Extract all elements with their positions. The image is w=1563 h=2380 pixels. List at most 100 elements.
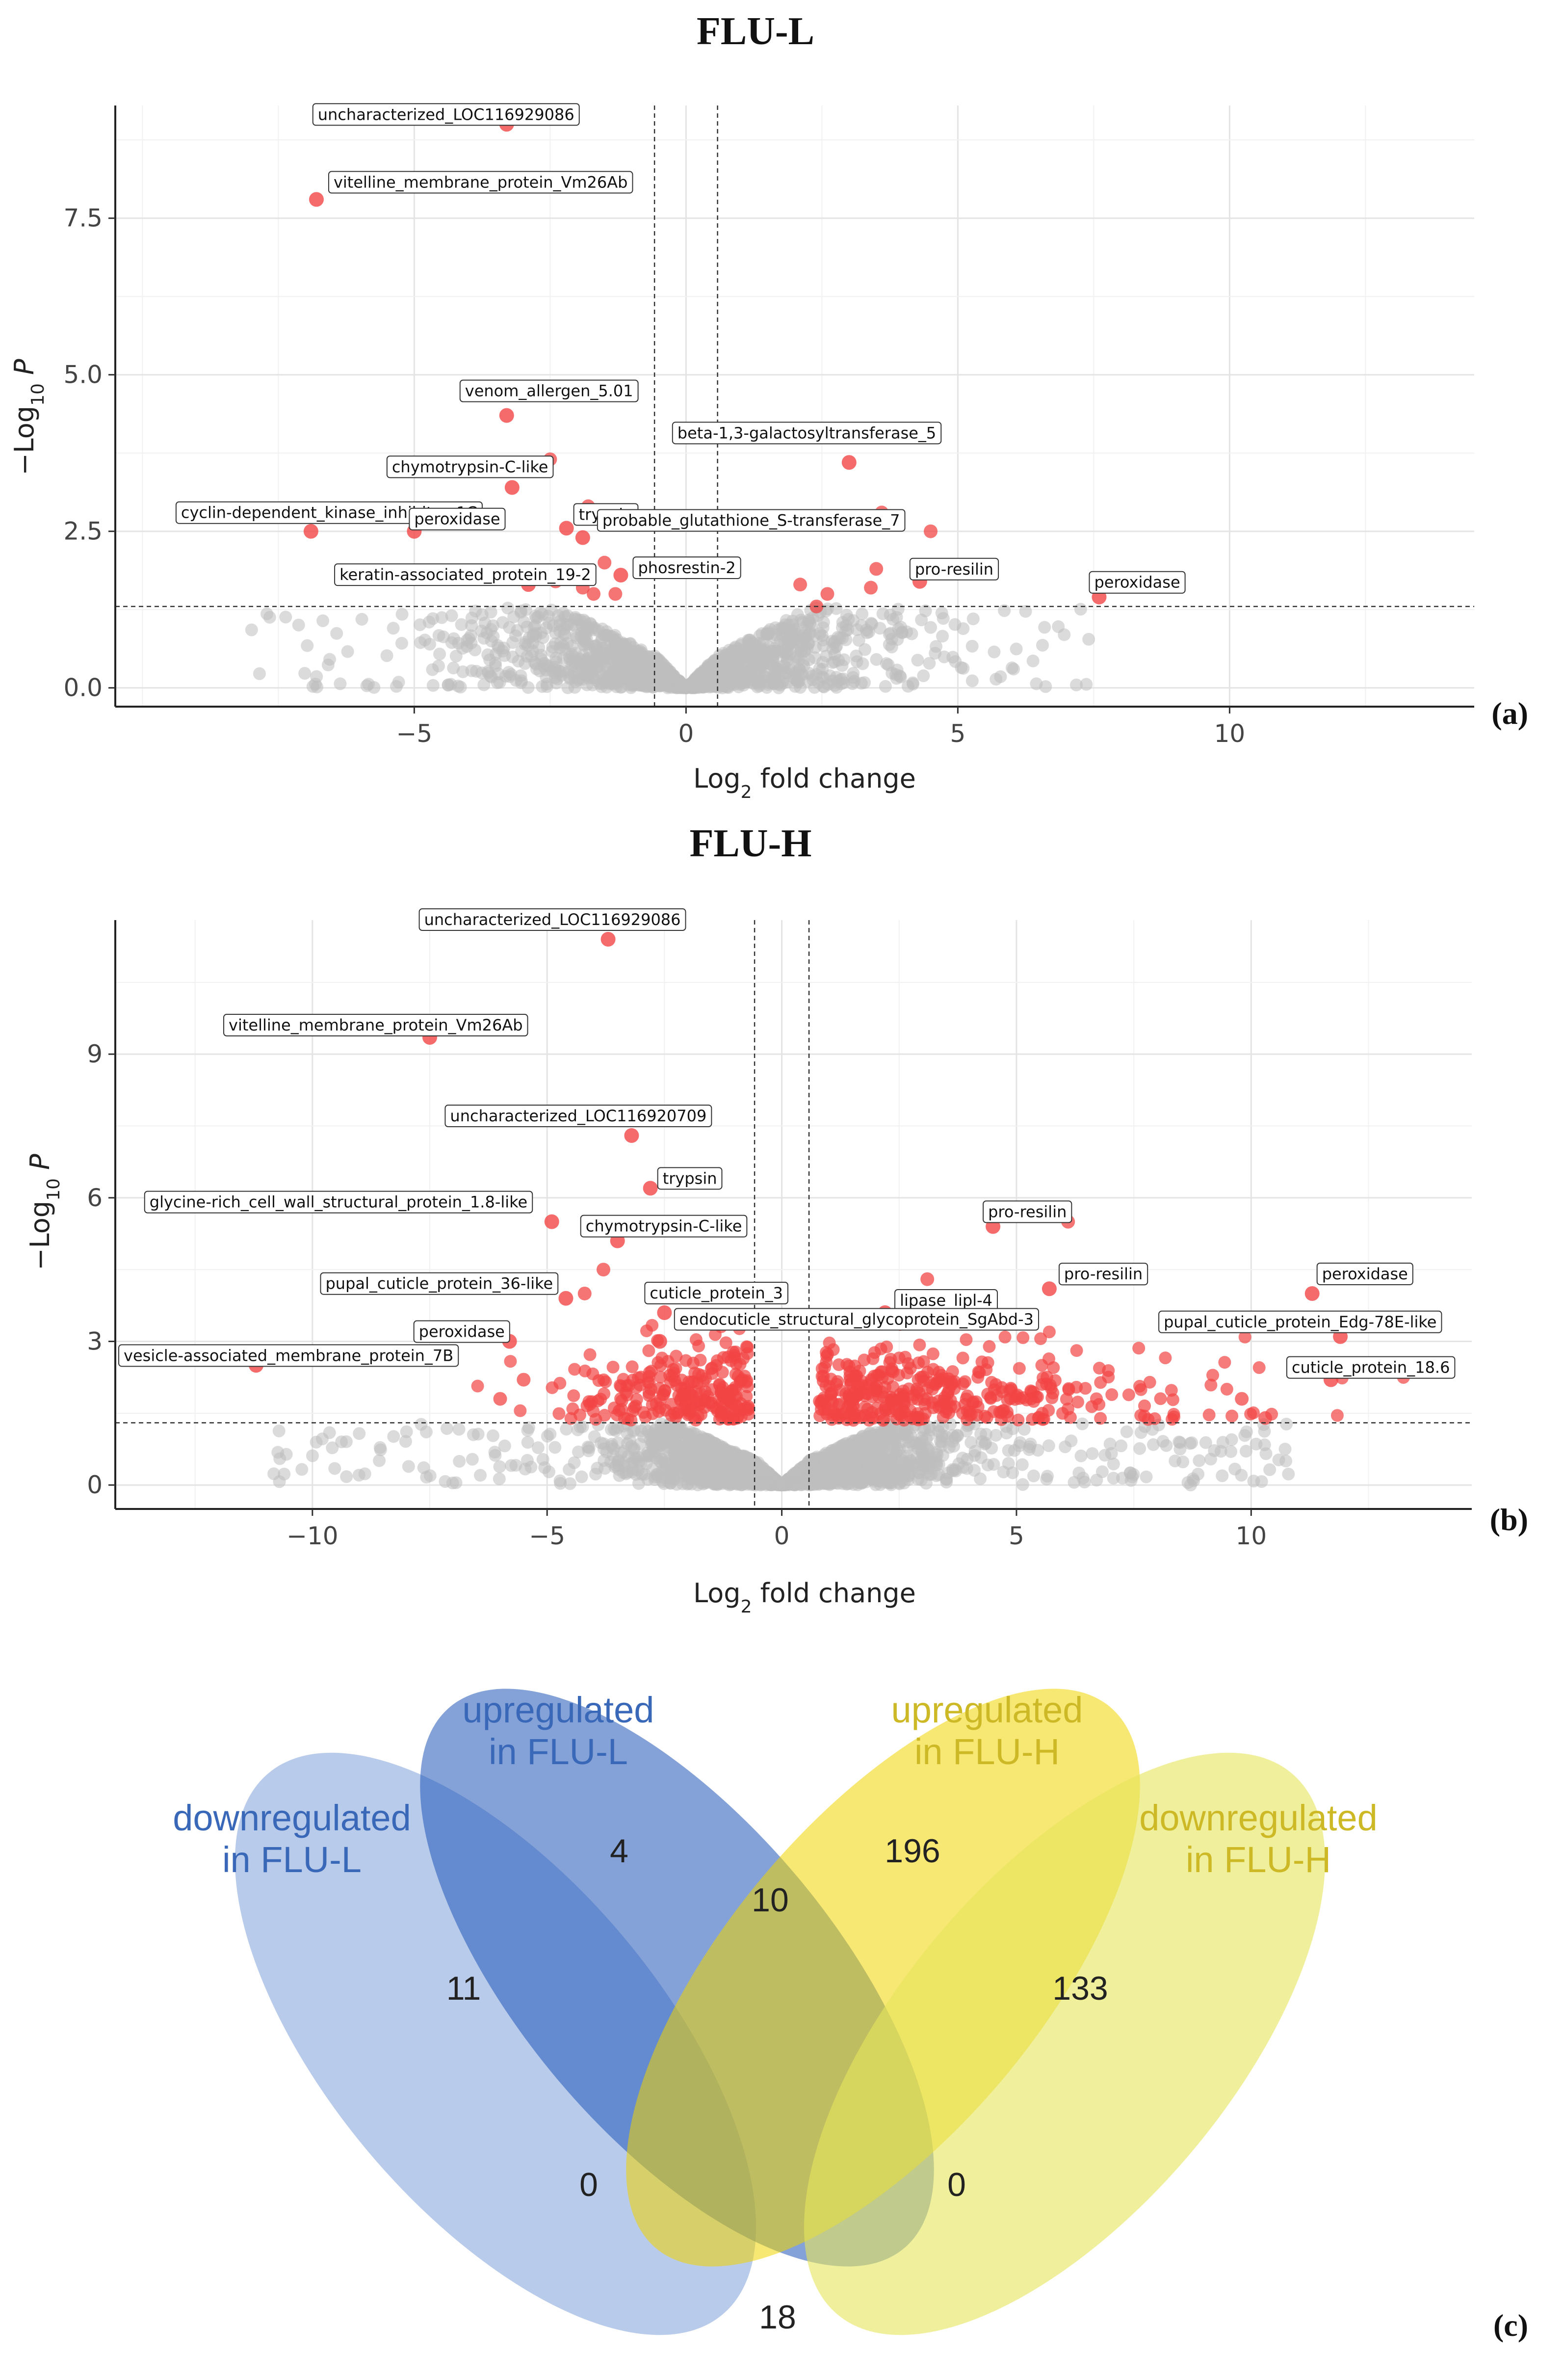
significant-point bbox=[1025, 1385, 1038, 1399]
nonsignificant-point bbox=[586, 678, 599, 691]
point-label: keratin-associated_protein_19-2 bbox=[334, 563, 597, 586]
point-label: trypsin bbox=[657, 1167, 723, 1190]
nonsignificant-point bbox=[725, 668, 738, 682]
nonsignificant-point bbox=[323, 653, 337, 666]
point-label-text: glycine-rich_cell_wall_structural_protei… bbox=[150, 1193, 527, 1212]
nonsignificant-point bbox=[862, 1467, 875, 1481]
nonsignificant-point bbox=[843, 1472, 857, 1485]
labelled-point bbox=[559, 521, 574, 536]
point-label-text: peroxidase bbox=[1094, 573, 1180, 592]
significant-point bbox=[1134, 1409, 1147, 1422]
x-tick-label: −5 bbox=[529, 1522, 565, 1550]
point-label-text: chymotrypsin-C-like bbox=[392, 457, 548, 476]
nonsignificant-point bbox=[1140, 1470, 1153, 1483]
significant-point bbox=[910, 1385, 923, 1398]
point-label-text: peroxidase bbox=[414, 510, 500, 529]
significant-point bbox=[1045, 1391, 1059, 1404]
nonsignificant-point bbox=[1026, 654, 1040, 667]
labelled-point bbox=[544, 1214, 559, 1229]
nonsignificant-point bbox=[675, 681, 688, 694]
nonsignificant-point bbox=[961, 1453, 974, 1466]
nonsignificant-point bbox=[1103, 1437, 1117, 1451]
nonsignificant-point bbox=[876, 1442, 889, 1455]
significant-point bbox=[552, 1407, 566, 1420]
venn-count-down-l-only: 11 bbox=[446, 1970, 481, 2007]
nonsignificant-point bbox=[858, 1438, 871, 1451]
venn-count-up-h-only: 196 bbox=[885, 1832, 940, 1870]
venn-count-down-l-down-h: 18 bbox=[759, 2299, 796, 2336]
point-label: pro-resilin bbox=[983, 1200, 1072, 1223]
nonsignificant-point bbox=[806, 1458, 819, 1472]
labelled-point bbox=[652, 1334, 667, 1349]
significant-point bbox=[872, 1390, 886, 1403]
nonsignificant-point bbox=[1090, 1474, 1103, 1487]
x-tick-label: 0 bbox=[678, 719, 694, 748]
labelled-point bbox=[613, 568, 628, 583]
nonsignificant-point bbox=[964, 1436, 978, 1449]
nonsignificant-point bbox=[1065, 1434, 1078, 1448]
nonsignificant-point bbox=[1216, 1436, 1229, 1449]
nonsignificant-point bbox=[645, 650, 658, 663]
significant-point bbox=[606, 1360, 620, 1374]
significant-point bbox=[920, 1272, 935, 1286]
nonsignificant-point bbox=[1010, 642, 1023, 656]
nonsignificant-point bbox=[776, 1479, 789, 1492]
nonsignificant-point bbox=[362, 678, 375, 691]
point-label: vitelline_membrane_protein_Vm26Ab bbox=[328, 171, 633, 194]
nonsignificant-point bbox=[931, 1448, 944, 1461]
significant-point bbox=[869, 562, 884, 576]
significant-point bbox=[912, 1356, 925, 1370]
point-label: beta-1,3-galactosyltransferase_5 bbox=[672, 422, 942, 445]
significant-point bbox=[816, 1375, 830, 1388]
nonsignificant-point bbox=[870, 653, 883, 666]
nonsignificant-point bbox=[816, 621, 830, 635]
significant-point bbox=[699, 1372, 712, 1385]
nonsignificant-point bbox=[946, 651, 960, 664]
nonsignificant-point bbox=[924, 621, 938, 634]
significant-point bbox=[597, 1263, 611, 1277]
nonsignificant-point bbox=[532, 641, 546, 654]
x-tick-label: −10 bbox=[287, 1522, 339, 1550]
nonsignificant-point bbox=[731, 1452, 745, 1465]
y-axis-title-b: −Log10 P bbox=[25, 1154, 64, 1270]
significant-point bbox=[1016, 1331, 1030, 1344]
nonsignificant-point bbox=[657, 1477, 671, 1490]
volcano-plot-flu-h: FLU-H uncharacterized_LOC116929086vitell… bbox=[25, 822, 1528, 1617]
nonsignificant-point bbox=[752, 678, 765, 691]
significant-point bbox=[599, 1375, 612, 1388]
significant-point bbox=[642, 1344, 655, 1357]
nonsignificant-point bbox=[913, 1458, 927, 1471]
nonsignificant-point bbox=[548, 1441, 562, 1454]
significant-point bbox=[1218, 1356, 1231, 1369]
point-label: cuticle_protein_18.6 bbox=[1286, 1356, 1456, 1379]
point-label-text: vesicle-associated_membrane_protein_7B bbox=[124, 1346, 453, 1365]
nonsignificant-point bbox=[1074, 1449, 1088, 1462]
significant-point bbox=[514, 1404, 527, 1417]
point-label: peroxidase bbox=[1316, 1262, 1413, 1285]
nonsignificant-point bbox=[298, 667, 312, 680]
nonsignificant-point bbox=[905, 627, 918, 640]
nonsignificant-point bbox=[840, 608, 853, 622]
nonsignificant-point bbox=[846, 1449, 859, 1462]
point-label: peroxidase bbox=[1089, 571, 1186, 594]
point-label: phosrestin-2 bbox=[632, 556, 741, 580]
nonsignificant-point bbox=[486, 1429, 499, 1442]
nonsignificant-point bbox=[834, 1462, 847, 1476]
nonsignificant-point bbox=[879, 680, 892, 693]
nonsignificant-point bbox=[301, 639, 314, 652]
nonsignificant-point bbox=[660, 662, 674, 675]
nonsignificant-point bbox=[689, 1452, 703, 1465]
nonsignificant-point bbox=[527, 621, 541, 634]
nonsignificant-point bbox=[445, 609, 458, 622]
significant-point bbox=[617, 1373, 630, 1386]
significant-point bbox=[865, 1411, 879, 1424]
nonsignificant-point bbox=[561, 618, 574, 632]
nonsignificant-point bbox=[480, 626, 494, 639]
point-label-text: keratin-associated_protein_19-2 bbox=[339, 565, 591, 584]
nonsignificant-point bbox=[474, 1469, 487, 1482]
nonsignificant-point bbox=[1024, 1437, 1037, 1451]
significant-point bbox=[1206, 1369, 1220, 1382]
nonsignificant-point bbox=[433, 647, 446, 661]
significant-point bbox=[1159, 1351, 1172, 1365]
nonsignificant-point bbox=[1038, 621, 1051, 634]
